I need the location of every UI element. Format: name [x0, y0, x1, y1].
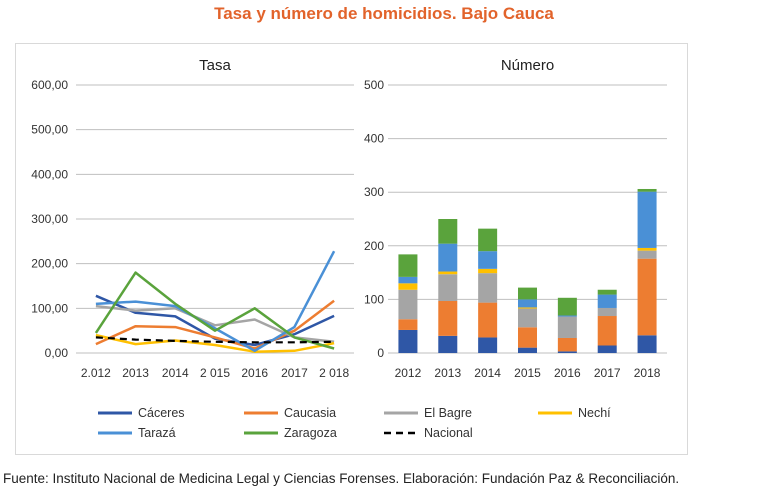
bar-segment-elbagre — [478, 273, 498, 303]
legend-label: Nacional — [424, 426, 473, 440]
line-series-zaragoza — [94, 271, 335, 350]
bar-segment-elbagre — [597, 307, 617, 317]
right-x-tick-label: 2016 — [554, 366, 581, 380]
source-note: Fuente: Instituto Nacional de Medicina L… — [3, 471, 680, 486]
bar-segment-zaragoza — [478, 228, 498, 252]
right-x-tick-label: 2014 — [474, 366, 501, 380]
bar-segment-taraz — [438, 243, 458, 272]
bar-segment-cceres — [597, 345, 617, 353]
left-x-tick-label: 2.012 — [81, 366, 111, 380]
bar-segment-cceres — [637, 335, 657, 353]
bar-segment-taraz — [518, 299, 537, 308]
line-series-caucasia — [95, 299, 335, 350]
legend-label: Caucasia — [284, 406, 336, 420]
bar-segment-taraz — [478, 251, 498, 269]
left-x-tick-label: 2017 — [281, 366, 308, 380]
bar-segment-zaragoza — [438, 219, 458, 244]
right-y-tick-label: 100 — [364, 292, 384, 306]
bar-segment-elbagre — [557, 316, 577, 338]
left-x-tick-label: 2 018 — [319, 366, 349, 380]
right-x-tick-label: 2015 — [514, 366, 541, 380]
line-series-taraz — [95, 250, 336, 353]
right-y-tick-label: 400 — [364, 132, 384, 146]
right-x-tick-label: 2012 — [395, 366, 422, 380]
bar-segment-nech — [438, 271, 458, 275]
chart-container: Tasa 0,00 100,00 200,00 300,00 400,00 500,00 60… — [15, 43, 688, 455]
left-y-tick-label: 200,00 — [31, 257, 68, 271]
right-y-tick-label: 300 — [364, 185, 384, 199]
left-y-tick-label: 300,00 — [31, 212, 68, 226]
bar-segment-nech — [637, 247, 657, 251]
page-title: Tasa y número de homicidios. Bajo Cauca — [214, 4, 554, 23]
bar-segment-caucasia — [518, 327, 537, 348]
bar-segment-caucasia — [597, 316, 617, 346]
bar-segment-caucasia — [398, 319, 418, 330]
left-y-tick-label: 600,00 — [31, 78, 68, 92]
bar-segment-elbagre — [438, 274, 458, 302]
chart-canvas: Tasa 0,00 100,00 200,00 300,00 400,00 500,00 60… — [31, 57, 667, 440]
legend-label: Zaragoza — [284, 426, 337, 440]
left-x-tick-label: 2014 — [162, 366, 189, 380]
right-y-tick-label: 200 — [364, 239, 384, 253]
bar-segment-caucasia — [478, 302, 498, 338]
bar-segment-cceres — [518, 347, 537, 353]
bar-segment-cceres — [398, 329, 418, 353]
line-series-nacional — [95, 336, 335, 344]
bar-segment-taraz — [637, 191, 657, 248]
bar-segment-cceres — [438, 335, 458, 353]
bar-segment-taraz — [557, 315, 577, 317]
bar-segment-elbagre — [518, 308, 537, 328]
bar-segment-zaragoza — [557, 297, 577, 316]
left-y-tick-label: 100,00 — [31, 301, 68, 315]
right-y-tick-label: 500 — [364, 78, 384, 92]
left-y-tick-label: 500,00 — [31, 123, 68, 137]
left-x-tick-label: 2013 — [122, 366, 149, 380]
bar-segment-nech — [478, 268, 498, 274]
bar-segment-taraz — [597, 294, 617, 308]
right-x-tick-label: 2018 — [634, 366, 661, 380]
line-series-cceres — [95, 294, 335, 347]
left-x-tick-label: 2016 — [241, 366, 268, 380]
bar-segment-zaragoza — [518, 287, 537, 300]
right-x-tick-label: 2013 — [434, 366, 461, 380]
bar-segment-nech — [398, 283, 418, 290]
legend-label: Cáceres — [138, 406, 185, 420]
bar-segment-zaragoza — [398, 254, 418, 277]
line-series-nech — [95, 333, 335, 353]
bar-segment-caucasia — [637, 258, 657, 336]
right-chart-title: Número — [501, 57, 554, 74]
bar-segment-elbagre — [637, 250, 657, 259]
legend-label: El Bagre — [424, 406, 472, 420]
legend-label: Tarazá — [138, 426, 176, 440]
right-y-tick-label: 0 — [377, 346, 384, 360]
left-x-tick-label: 2 015 — [200, 366, 230, 380]
bar-segment-zaragoza — [637, 188, 657, 192]
left-y-tick-label: 400,00 — [31, 167, 68, 181]
bar-segment-cceres — [557, 351, 577, 353]
bar-segment-elbagre — [398, 289, 418, 320]
legend-label: Nechí — [578, 406, 611, 420]
bar-segment-nech — [518, 307, 537, 309]
bar-segment-zaragoza — [597, 289, 617, 295]
bar-segment-taraz — [398, 276, 418, 284]
bar-segment-caucasia — [438, 301, 458, 336]
bar-segment-caucasia — [557, 337, 577, 352]
left-chart-title: Tasa — [199, 57, 231, 74]
left-y-tick-label: 0,00 — [45, 346, 69, 360]
right-x-tick-label: 2017 — [594, 366, 621, 380]
bar-segment-cceres — [478, 337, 498, 353]
